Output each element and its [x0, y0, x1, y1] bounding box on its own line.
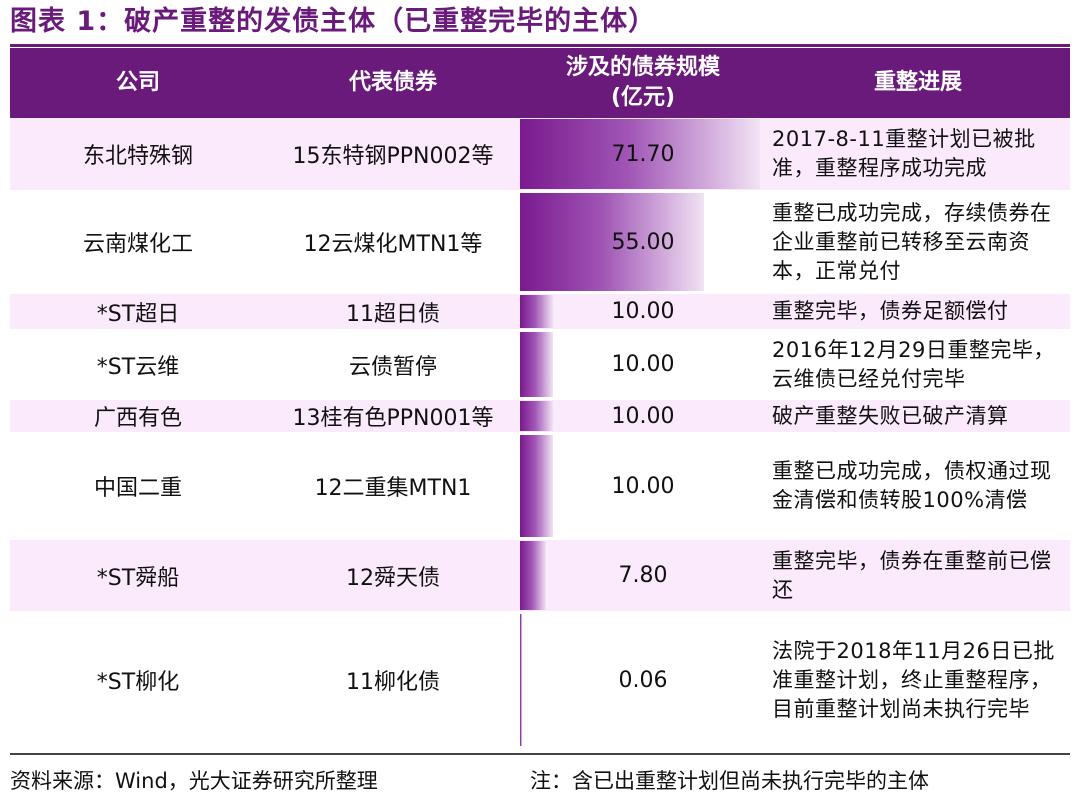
cell-amount: 0.06 [520, 612, 766, 749]
cell-bond: 12二重集MTN1 [266, 433, 520, 540]
col-header-progress: 重整进展 [766, 48, 1070, 118]
amount-value: 7.80 [618, 563, 668, 588]
cell-bond: 云债暂停 [266, 330, 520, 400]
footer-rule [10, 753, 1070, 755]
amount-value: 55.00 [611, 229, 675, 255]
cell-amount: 10.00 [520, 399, 766, 434]
amount-bar [520, 193, 705, 291]
amount-bar [520, 614, 522, 746]
table-row: *ST柳化 11柳化债 0.06 法院于2018年11月26日已批准重整计划，终止重整… [10, 612, 1070, 749]
col-header-amount-line1: 涉及的债券规模 [565, 55, 720, 80]
footer: 资料来源：Wind，光大证券研究所整理 注：含已出重整计划但尚未执行完毕的主体 [10, 765, 1070, 799]
cell-company: 广西有色 [10, 399, 266, 434]
footer-note: 注：含已出重整计划但尚未执行完毕的主体 [530, 769, 929, 793]
cell-bond: 12云煤化MTN1等 [266, 191, 520, 294]
cell-progress: 重整完毕，债券足额偿付 [766, 293, 1070, 331]
footer-source: 资料来源：Wind，光大证券研究所整理 [10, 769, 378, 793]
figure-title: 图表 1：破产重整的发债主体（已重整完毕的主体） [10, 6, 657, 37]
amount-bar [520, 332, 554, 397]
amount-bar [520, 541, 547, 610]
amount-bar [520, 435, 554, 537]
table-row: 广西有色 13桂有色PPN001等 10.00 破产重整失败已破产清算 [10, 399, 1070, 434]
cell-amount: 71.70 [520, 118, 766, 192]
cell-company: 东北特殊钢 [10, 118, 266, 192]
title-rule [10, 44, 1070, 47]
cell-company: 云南煤化工 [10, 191, 266, 294]
amount-bar [520, 401, 554, 431]
table-row: 云南煤化工 12云煤化MTN1等 55.00 重整已成功完成，存续债券在企业重整前已转… [10, 191, 1070, 294]
col-header-company: 公司 [10, 48, 266, 118]
cell-amount: 10.00 [520, 330, 766, 400]
cell-bond: 15东特钢PPN002等 [266, 118, 520, 192]
cell-progress: 2017-8-11重整计划已被批准，重整程序成功完成 [766, 118, 1070, 192]
table-row: 东北特殊钢 15东特钢PPN002等 71.70 2017-8-11重整计划已被批准，… [10, 118, 1070, 192]
cell-bond: 11超日债 [266, 293, 520, 331]
cell-bond: 11柳化债 [266, 612, 520, 749]
col-header-amount: 涉及的债券规模 (亿元) [520, 48, 766, 118]
table-row: *ST超日 11超日债 10.00 重整完毕，债券足额偿付 [10, 293, 1070, 331]
cell-company: 中国二重 [10, 433, 266, 540]
cell-company: *ST云维 [10, 330, 266, 400]
cell-progress: 重整已成功完成，债权通过现金清偿和债转股100%清偿 [766, 433, 1070, 540]
col-header-amount-unit: (亿元) [610, 85, 676, 110]
cell-amount: 55.00 [520, 191, 766, 294]
table-row: *ST云维 云债暂停 10.00 2016年12月29日重整完毕，云维债已经兑付完毕 [10, 330, 1070, 400]
table-header-row: 公司 代表债券 涉及的债券规模 (亿元) 重整进展 [10, 48, 1070, 118]
amount-value: 0.06 [618, 667, 668, 693]
cell-company: *ST柳化 [10, 612, 266, 749]
cell-company: *ST舜船 [10, 539, 266, 613]
table-row: *ST舜船 12舜天债 7.80 重整完毕，债券在重整前已偿还 [10, 539, 1070, 613]
cell-amount: 7.80 [520, 539, 766, 613]
table-row: 中国二重 12二重集MTN1 10.00 重整已成功完成，债权通过现金清偿和债转股10… [10, 433, 1070, 540]
cell-amount: 10.00 [520, 293, 766, 331]
amount-bar [520, 295, 554, 328]
cell-amount: 10.00 [520, 433, 766, 540]
amount-value: 10.00 [611, 473, 675, 499]
amount-value: 10.00 [611, 352, 675, 377]
amount-value: 10.00 [611, 403, 675, 429]
cell-bond: 12舜天债 [266, 539, 520, 613]
cell-progress: 法院于2018年11月26日已批准重整计划，终止重整程序，目前重整计划尚未执行完… [766, 612, 1070, 749]
amount-bar [520, 119, 760, 189]
cell-company: *ST超日 [10, 293, 266, 331]
amount-value: 10.00 [611, 299, 675, 324]
cell-bond: 13桂有色PPN001等 [266, 399, 520, 434]
amount-value: 71.70 [611, 141, 675, 167]
cell-progress: 重整完毕，债券在重整前已偿还 [766, 539, 1070, 613]
table-body: 东北特殊钢 15东特钢PPN002等 71.70 2017-8-11重整计划已被批准，… [10, 118, 1070, 749]
cell-progress: 2016年12月29日重整完毕，云维债已经兑付完毕 [766, 330, 1070, 400]
cell-progress: 破产重整失败已破产清算 [766, 399, 1070, 434]
cell-progress: 重整已成功完成，存续债券在企业重整前已转移至云南资本，正常兑付 [766, 191, 1070, 294]
bond-table: 公司 代表债券 涉及的债券规模 (亿元) 重整进展 东北特殊钢 15东特钢PPN0… [10, 48, 1070, 749]
col-header-bond: 代表债券 [266, 48, 520, 118]
